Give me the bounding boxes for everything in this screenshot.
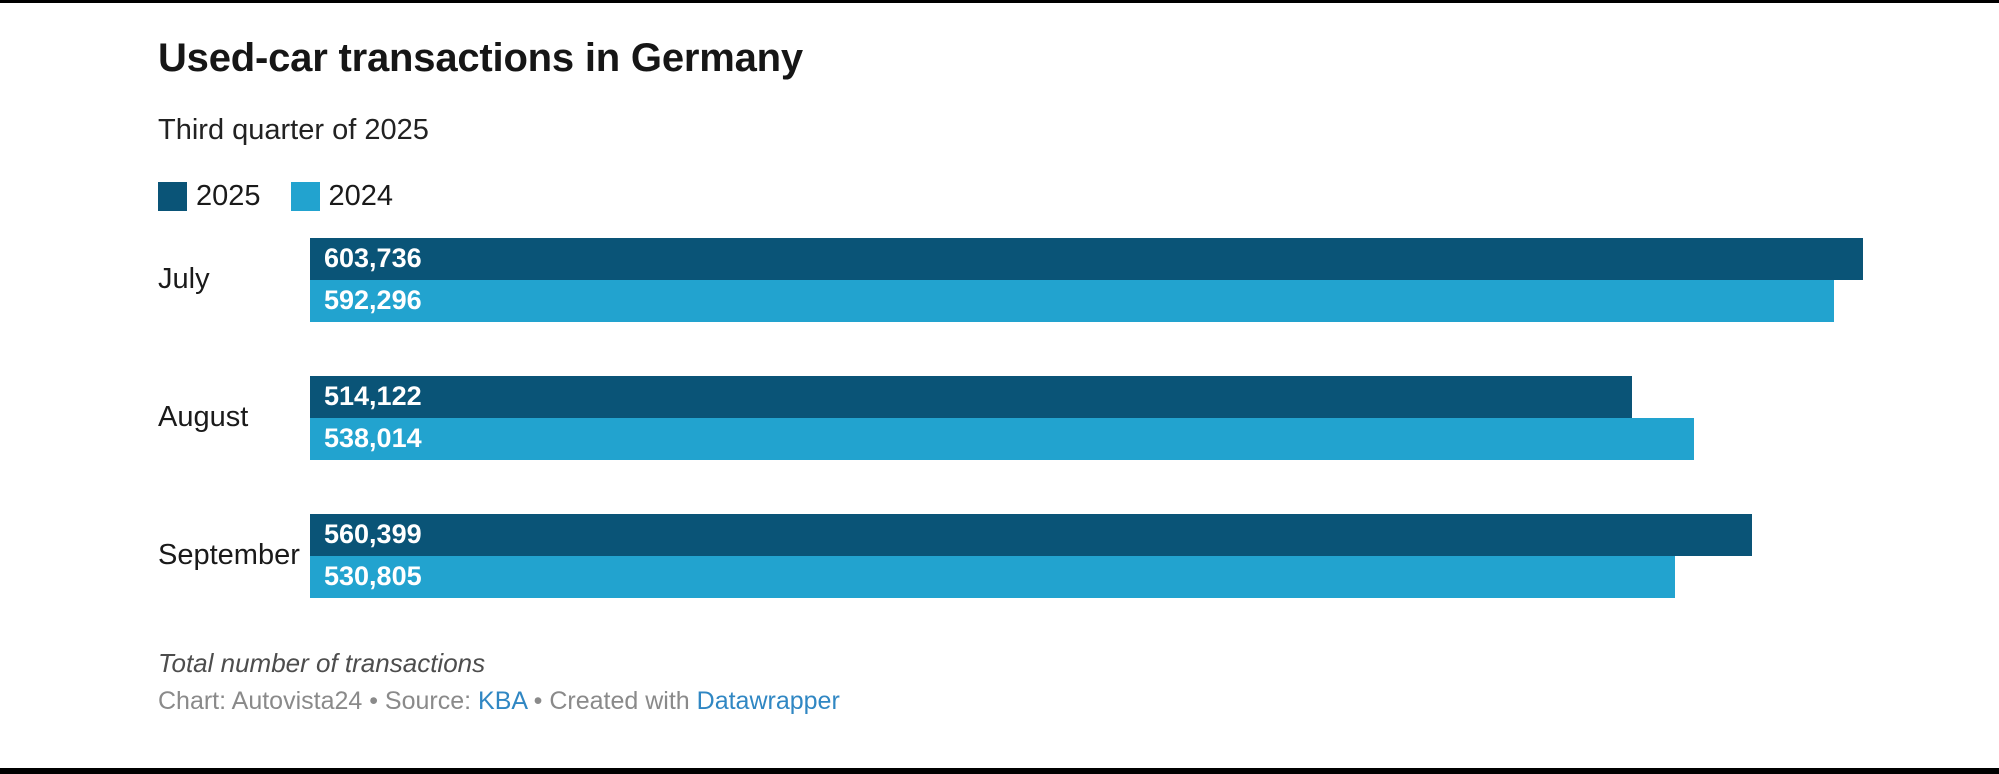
legend-swatch-icon [158, 182, 187, 212]
top-edge-divider [0, 0, 1999, 3]
bar-chart: July 603,736 592,296 August 514,122 538,014 Se… [158, 237, 1863, 598]
chart-byline: Chart: Autovista24 • Source: KBA • Creat… [158, 686, 1863, 717]
chart-title: Used-car transactions in Germany [158, 36, 803, 80]
legend-item-2025: 2025 [158, 180, 261, 213]
bar-september-2025[interactable]: 560,399 [310, 513, 1752, 556]
chart-page: Used-car transactions in Germany Third q… [158, 36, 1863, 717]
byline-text: Chart: Autovista24 • Source: [158, 686, 479, 715]
bar-july-2025[interactable]: 603,736 [310, 237, 1863, 280]
bar-august-2025[interactable]: 514,122 [310, 375, 1633, 418]
legend-label: 2024 [328, 180, 394, 213]
chart-row-august: August 514,122 538,014 [158, 375, 1863, 460]
bar-value-label: 538,014 [324, 423, 422, 454]
bar-group: 603,736 592,296 [310, 237, 1863, 322]
byline-link-datawrapper[interactable]: Datawrapper [696, 686, 840, 715]
legend: 2025 2024 [158, 182, 1863, 212]
bar-group: 514,122 538,014 [310, 375, 1863, 460]
category-label: July [158, 263, 210, 296]
byline-link-kba[interactable]: KBA [478, 686, 527, 715]
bar-value-label: 592,296 [324, 285, 422, 316]
bar-value-label: 603,736 [324, 243, 422, 274]
chart-row-september: September 560,399 530,805 [158, 513, 1863, 598]
bar-september-2024[interactable]: 530,805 [310, 555, 1676, 598]
bar-value-label: 560,399 [324, 519, 422, 550]
legend-swatch-icon [290, 182, 320, 212]
bar-july-2024[interactable]: 592,296 [310, 279, 1834, 322]
bar-august-2024[interactable]: 538,014 [310, 417, 1694, 460]
bar-value-label: 514,122 [324, 381, 422, 412]
chart-notes: Total number of transactions [158, 647, 486, 678]
byline-text: • Created with [526, 686, 697, 715]
bottom-edge-divider [0, 768, 1999, 774]
bar-group: 560,399 530,805 [310, 513, 1863, 598]
bar-value-label: 530,805 [324, 561, 422, 592]
chart-subtitle: Third quarter of 2025 [158, 114, 429, 146]
category-label: September [158, 539, 300, 572]
legend-label: 2025 [196, 180, 261, 213]
legend-item-2024: 2024 [290, 180, 394, 213]
category-label: August [158, 401, 249, 434]
chart-row-july: July 603,736 592,296 [158, 237, 1863, 322]
